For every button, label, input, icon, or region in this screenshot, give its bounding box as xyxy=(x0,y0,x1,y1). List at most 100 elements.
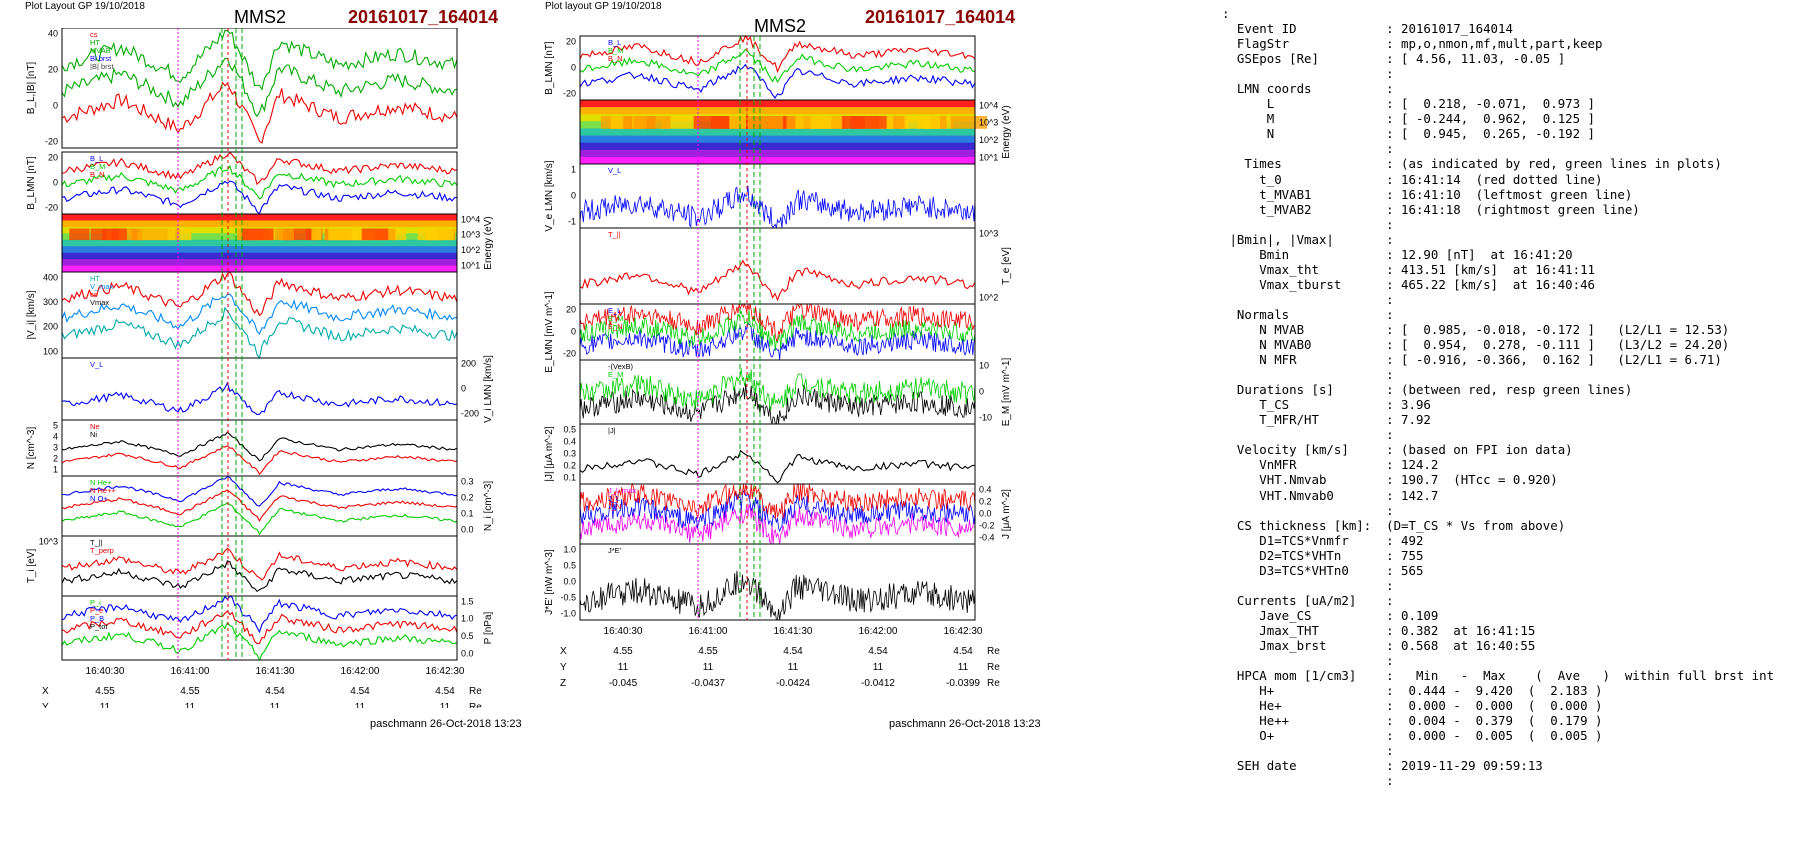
middle-series-line xyxy=(579,321,976,360)
middle-y-tick-label: 0 xyxy=(979,386,984,396)
left-panel-frame xyxy=(61,419,458,477)
left-panel-7: 0.3 0.2 0.1 0.0 N_i [cm^-3] N He+N He++N O+ xyxy=(61,475,494,537)
middle-position-value: -0.0399 xyxy=(946,678,980,689)
left-spectrogram-patch xyxy=(102,228,119,241)
left-series-line xyxy=(61,560,458,593)
info-line: D3=TCS*VHTn0 : 565 xyxy=(1222,562,1424,578)
info-line: N : [ 0.945, 0.265, -0.192 ] xyxy=(1222,126,1595,142)
left-y-tick-label: 400 xyxy=(43,272,58,282)
middle-position-value: 11 xyxy=(703,662,714,673)
left-y-tick-label: 0.5 xyxy=(461,631,474,641)
left-panel-8: 10^3T_i [eV] T_||T_perp xyxy=(26,535,458,597)
left-spectrogram-patch xyxy=(179,228,192,241)
left-legend-entry: HT xyxy=(90,38,100,47)
middle-y-axis-label: J [μA m^-2] xyxy=(1001,489,1012,539)
left-y-axis-label: V_i LMN [km/s] xyxy=(483,355,494,423)
middle-legend-entry: E_M xyxy=(608,314,623,323)
info-line: Jmax_THT : 0.382 at 16:41:15 xyxy=(1222,622,1536,638)
left-time-tick-label: 16:42:00 xyxy=(341,666,380,677)
left-legend-entry: HT xyxy=(90,274,100,283)
left-y-tick-label: 1 xyxy=(53,464,58,474)
middle-time-tick-label: 16:41:30 xyxy=(774,626,813,637)
info-line: Times : (as indicated by red, green line… xyxy=(1222,156,1722,172)
left-legend-entry: Ne xyxy=(90,422,100,431)
left-panel-3: 10^4 10^3 10^2 10^1 Energy (eV) xyxy=(61,213,494,273)
info-line: Velocity [km/s] : (based on FPI ion data… xyxy=(1222,442,1573,458)
middle-position-value: 11 xyxy=(958,662,969,673)
middle-y-axis-label: J*E' [nW m^-3] xyxy=(544,549,555,615)
middle-spectrogram-patch xyxy=(810,116,843,129)
middle-position-value: 4.54 xyxy=(868,646,888,657)
middle-series-line xyxy=(579,483,976,519)
left-legend-entry: B_N xyxy=(90,170,105,179)
left-y-tick-label: 0.0 xyxy=(461,524,474,534)
middle-legend-entry: B_N xyxy=(608,54,623,63)
left-series-line xyxy=(61,381,458,416)
middle-position-value: 11 xyxy=(618,662,629,673)
left-legend-entry: |B| brst xyxy=(90,62,114,71)
middle-y-tick-label: 10^2 xyxy=(979,292,998,302)
info-line: D1=TCS*Vnmfr : 492 xyxy=(1222,532,1424,548)
left-legend-entry: N He++ xyxy=(90,486,116,495)
middle-y-axis-label: V_e LMN [km/s] xyxy=(544,160,555,231)
middle-position-value: 11 xyxy=(788,662,799,673)
left-series-line xyxy=(61,547,458,581)
middle-legend-entry: -(VexB) xyxy=(608,362,634,371)
left-legend-entry: P_e xyxy=(90,606,103,615)
info-line: He++ : 0.004 - 0.379 ( 0.179 ) xyxy=(1222,713,1603,729)
middle-spectrogram-band xyxy=(580,107,975,115)
left-y-axis-label: B_LMN [nT] xyxy=(26,156,37,210)
middle-panel-9: 1.0 0.5 0.0 -0.5 -1.0 J*E' [nW m^-3] J*E' xyxy=(544,543,976,621)
middle-y-tick-label: 0.5 xyxy=(563,424,576,434)
middle-position-row-label: Y xyxy=(560,662,567,673)
middle-y-axis-label: Energy (eV) xyxy=(1001,105,1012,158)
middle-spectrogram-patch xyxy=(747,116,784,129)
left-y-axis-label: N_i [cm^-3] xyxy=(483,481,494,531)
left-series-line xyxy=(61,595,458,634)
left-time-tick-label: 16:40:30 xyxy=(86,666,125,677)
left-series-line xyxy=(61,431,458,462)
info-line: : xyxy=(1222,6,1230,21)
left-spectrogram-band xyxy=(62,252,457,260)
left-y-tick-label: 0.0 xyxy=(461,648,474,658)
left-legend-entry: T_perp xyxy=(90,546,114,555)
middle-y-tick-label: 0.5 xyxy=(563,560,576,570)
info-line: : xyxy=(1222,291,1394,307)
middle-y-tick-label: 1.0 xyxy=(563,544,576,554)
middle-series-line xyxy=(579,489,976,533)
middle-y-tick-label: 0.3 xyxy=(563,448,576,458)
middle-y-tick-label: -1.0 xyxy=(560,608,576,618)
middle-position-value: 4.54 xyxy=(953,646,973,657)
middle-legend-entry: B_M xyxy=(608,46,623,55)
left-series-line xyxy=(61,501,458,536)
info-line: : xyxy=(1222,743,1394,759)
left-y-tick-label: 1.5 xyxy=(461,596,474,606)
middle-y-tick-label: 0 xyxy=(571,62,576,72)
left-series-line xyxy=(61,621,458,662)
left-spectrogram-patch xyxy=(392,228,407,241)
left-legend-entry: Vmax xyxy=(90,298,109,307)
middle-legend-entry: J*E' xyxy=(608,546,622,555)
middle-series-line xyxy=(579,570,976,621)
middle-y-tick-label: -0.4 xyxy=(979,532,995,542)
left-panel-frame xyxy=(61,357,458,421)
left-time-tick-label: 16:42:30 xyxy=(426,666,465,677)
info-line: : xyxy=(1222,367,1394,383)
left-y-tick-label: 200 xyxy=(461,358,476,368)
left-y-tick-label: 4 xyxy=(53,431,58,441)
middle-y-tick-label: 0 xyxy=(571,190,576,200)
left-legend-entry: Ni xyxy=(90,430,97,439)
left-y-axis-label: P [nPa] xyxy=(483,611,494,644)
left-y-tick-label: 300 xyxy=(43,297,58,307)
middle-legend-entry: J_N xyxy=(608,502,621,511)
middle-panel-3: 1 0 -1 V_e LMN [km/s] V_L xyxy=(544,160,976,232)
left-spectrogram-band xyxy=(62,259,457,266)
middle-y-axis-label: |J| [μA m^-2] xyxy=(544,426,555,481)
left-y-axis-label: B_L,|B| [nT] xyxy=(26,62,37,115)
middle-series-line xyxy=(579,368,976,410)
left-position-value: 4.55 xyxy=(95,686,115,697)
info-line: T_CS : 3.96 xyxy=(1222,397,1431,413)
middle-position-value: -0.045 xyxy=(609,678,638,689)
middle-header: Plot layout GP 19/10/2018 xyxy=(545,1,662,12)
